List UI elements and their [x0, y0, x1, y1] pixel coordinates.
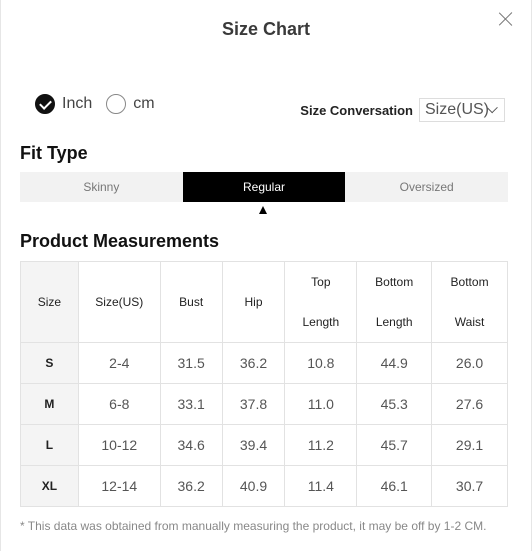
close-icon[interactable] [497, 10, 515, 28]
cell-size-us: 2-4 [77, 342, 161, 384]
table-header-row: Size Size(US) Bust Hip Top Length Bottom L… [20, 261, 508, 343]
caret-up-icon [259, 206, 267, 214]
cell-size-us: 12-14 [77, 465, 161, 507]
cell-top-length: 10.8 [284, 342, 358, 384]
tab-skinny-label: Skinny [83, 180, 120, 194]
cell-bust: 33.1 [159, 383, 223, 425]
cell-bottom-length: 45.3 [356, 383, 433, 425]
cell-bottom-waist: 30.7 [431, 465, 508, 507]
cell-bust: 31.5 [159, 342, 223, 384]
tab-skinny[interactable]: Skinny [20, 172, 183, 202]
size-conversion-select[interactable]: Size(US) [419, 98, 505, 122]
unit-toggle: Inch cm [35, 94, 169, 114]
cell-bust: 36.2 [159, 465, 223, 507]
header-hip: Hip [221, 261, 286, 343]
unit-radio-cm[interactable]: cm [106, 94, 155, 114]
table-row: M 6-8 33.1 37.8 11.0 45.3 27.6 [20, 383, 508, 425]
cell-hip: 39.4 [221, 424, 286, 466]
table-row: L 10-12 34.6 39.4 11.2 45.7 29.1 [20, 424, 508, 466]
size-conversion-label: Size Conversation [300, 102, 413, 118]
cell-size-us: 6-8 [77, 383, 161, 425]
header-top-length: Top Length [284, 261, 358, 343]
fit-type-tabs: Skinny Regular Oversized [20, 172, 508, 214]
cell-top-length: 11.4 [284, 465, 358, 507]
cell-bottom-length: 44.9 [356, 342, 433, 384]
fit-type-heading: Fit Type [20, 143, 88, 163]
cell-bottom-waist: 26.0 [431, 342, 508, 384]
unit-label-inch: Inch [62, 95, 93, 112]
tab-regular-label: Regular [242, 180, 286, 194]
cell-top-length: 11.0 [284, 383, 358, 425]
cell-bottom-waist: 27.6 [431, 383, 508, 425]
cell-size: M [20, 383, 79, 425]
cell-size: XL [20, 465, 79, 507]
cell-bottom-waist: 29.1 [431, 424, 508, 466]
cell-bottom-length: 45.7 [356, 424, 433, 466]
unit-radio-inch[interactable]: Inch [35, 94, 92, 114]
header-bottom-length: Bottom Length [356, 261, 433, 343]
header-bust: Bust [159, 261, 223, 343]
cell-hip: 36.2 [221, 342, 286, 384]
measurements-table: Size Size(US) Bust Hip Top Length Bottom L… [20, 261, 508, 507]
check-icon [35, 94, 55, 114]
table-row: XL 12-14 36.2 40.9 11.4 46.1 30.7 [20, 465, 508, 507]
tab-oversized-label: Oversized [399, 180, 454, 194]
size-conversion-value: Size(US) [425, 101, 490, 118]
table-row: S 2-4 31.5 36.2 10.8 44.9 26.0 [20, 342, 508, 384]
measurement-disclaimer: * This data was obtained from manually m… [20, 519, 487, 533]
modal-title: Size Chart [221, 19, 311, 39]
cell-size: S [20, 342, 79, 384]
cell-bust: 34.6 [159, 424, 223, 466]
cell-hip: 40.9 [221, 465, 286, 507]
header-size: Size [20, 261, 79, 343]
cell-hip: 37.8 [221, 383, 286, 425]
cell-size: L [20, 424, 79, 466]
product-measurements-heading: Product Measurements [20, 231, 220, 251]
unit-label-cm: cm [133, 95, 155, 112]
header-size-us: Size(US) [77, 261, 161, 343]
cell-top-length: 11.2 [284, 424, 358, 466]
tab-oversized[interactable]: Oversized [345, 172, 508, 202]
header-bottom-waist: Bottom Waist [431, 261, 508, 343]
radio-empty-icon [106, 94, 127, 114]
cell-bottom-length: 46.1 [356, 465, 433, 507]
size-conversion: Size Conversation Size(US) [300, 98, 505, 122]
cell-size-us: 10-12 [77, 424, 161, 466]
tab-regular[interactable]: Regular [182, 172, 346, 214]
